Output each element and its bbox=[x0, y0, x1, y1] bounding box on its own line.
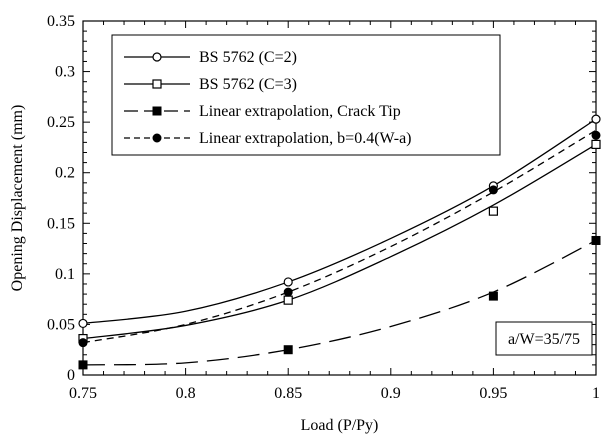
y-tick-label: 0.25 bbox=[47, 114, 75, 131]
data-point-series-4 bbox=[488, 185, 498, 195]
series-line-4 bbox=[82, 129, 597, 344]
annotation-frame bbox=[495, 321, 593, 356]
x-axis-title: Load (P/Py) bbox=[301, 417, 379, 434]
x-tick-label: 0.9 bbox=[381, 385, 401, 402]
data-point-series-1 bbox=[283, 277, 293, 287]
legend-label-1: BS 5762 (C=2) bbox=[199, 49, 297, 66]
legend-label-4: Linear extrapolation, b=0.4(W-a) bbox=[199, 130, 412, 147]
data-point-series-2 bbox=[283, 295, 293, 305]
legend-marker-4 bbox=[152, 133, 162, 143]
data-point-series-3 bbox=[591, 235, 601, 245]
series-lines bbox=[82, 118, 597, 366]
legend-label-2: BS 5762 (C=3) bbox=[199, 76, 297, 93]
y-tick-label: 0 bbox=[67, 367, 75, 384]
x-tick-label: 0.8 bbox=[176, 385, 196, 402]
series-line-3 bbox=[82, 239, 597, 366]
data-point-series-4 bbox=[78, 338, 88, 348]
y-tick-label: 0.15 bbox=[47, 215, 75, 232]
data-point-series-3 bbox=[78, 360, 88, 370]
data-point-series-4 bbox=[591, 130, 601, 140]
x-tick-label: 0.75 bbox=[69, 385, 97, 402]
data-point-series-3 bbox=[283, 345, 293, 355]
y-tick-label: 0.1 bbox=[55, 266, 75, 283]
data-point-series-4 bbox=[283, 287, 293, 297]
data-point-series-1 bbox=[591, 114, 601, 124]
y-tick-label: 0.05 bbox=[47, 316, 75, 333]
x-tick-label: 0.85 bbox=[274, 385, 302, 402]
plot-area-frame bbox=[82, 20, 597, 376]
annotation-label: a/W=35/75 bbox=[508, 331, 580, 348]
tick-labels: 0.75 0.8 0.85 0.9 0.95 1 0 0.05 0.1 0.15 0.2 0.25 0.… bbox=[47, 13, 600, 402]
legend: BS 5762 (C=2) BS 5762 (C=3) Linear extrapo… bbox=[111, 34, 501, 156]
data-point-series-2 bbox=[591, 139, 601, 149]
data-point-series-3 bbox=[488, 291, 498, 301]
y-tick-label: 0.3 bbox=[55, 64, 75, 81]
series-markers bbox=[78, 114, 601, 370]
series-line-1 bbox=[82, 118, 597, 325]
y-tick-label: 0.2 bbox=[55, 165, 75, 182]
y-tick-label: 0.35 bbox=[47, 13, 75, 30]
annotation-box: a/W=35/75 bbox=[495, 321, 593, 356]
legend-marker-1 bbox=[152, 52, 162, 62]
data-point-series-2 bbox=[488, 206, 498, 216]
legend-label-3: Linear extrapolation, Crack Tip bbox=[199, 103, 401, 120]
data-point-series-1 bbox=[78, 318, 88, 329]
x-tick-label: 0.95 bbox=[479, 385, 507, 402]
legend-marker-3 bbox=[152, 106, 162, 116]
legend-marker-2 bbox=[152, 79, 162, 89]
x-tick-label: 1 bbox=[592, 385, 600, 402]
legend-box bbox=[111, 34, 501, 156]
series-line-2 bbox=[82, 143, 597, 340]
y-axis-title: Opening Displacement (mm) bbox=[9, 105, 26, 292]
